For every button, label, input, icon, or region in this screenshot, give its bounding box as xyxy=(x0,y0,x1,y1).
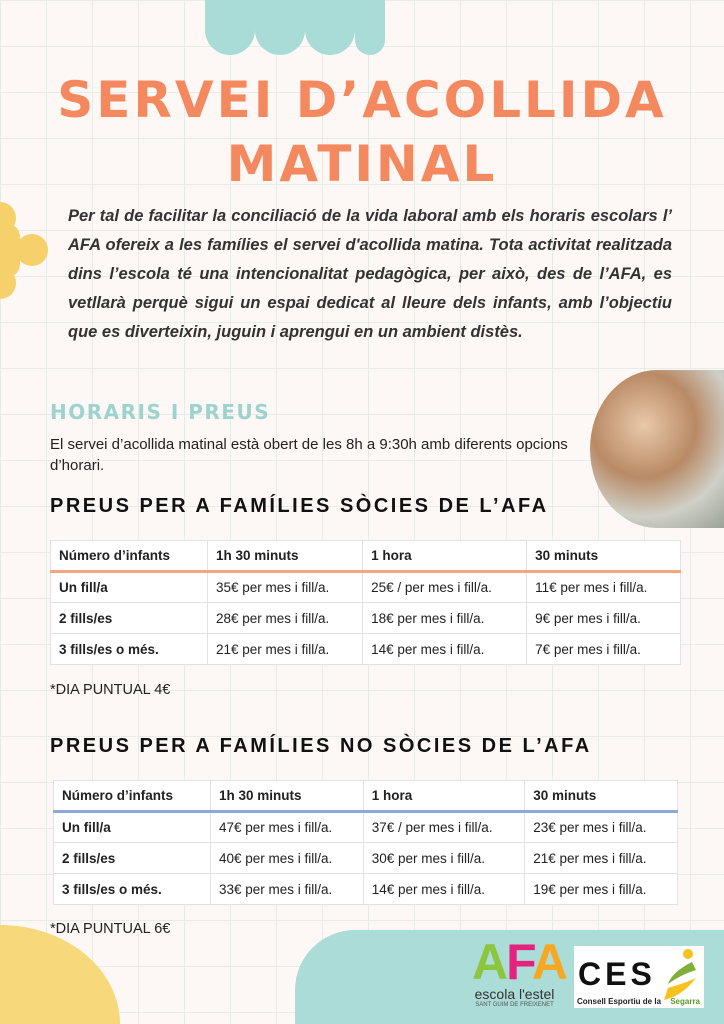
decor-arch xyxy=(255,0,305,55)
table-cell: 2 fills/es xyxy=(53,842,211,874)
table-row: 3 fills/es o més. 21€ per mes i fill/a. 14… xyxy=(50,633,681,665)
table-cell: 18€ per mes i fill/a. xyxy=(362,602,528,634)
table-cell: 37€ / per mes i fill/a. xyxy=(362,811,526,843)
nonmembers-heading: PREUS PER A FAMÍLIES NO SÒCIES DE L’AFA xyxy=(50,735,592,757)
table-row: 3 fills/es o més. 33€ per mes i fill/a. 14… xyxy=(53,873,678,905)
table-cell: 11€ per mes i fill/a. xyxy=(526,571,681,603)
table-cell: 30 minuts xyxy=(526,540,681,573)
table-cell: 21€ per mes i fill/a. xyxy=(524,842,678,874)
children-playing-photo xyxy=(590,370,724,528)
members-note: *DIA PUNTUAL 4€ xyxy=(50,682,171,698)
table-cell: 2 fills/es xyxy=(50,602,208,634)
table-row: 2 fills/es 28€ per mes i fill/a. 18€ per m… xyxy=(50,602,681,634)
table-cell: 14€ per mes i fill/a. xyxy=(362,633,528,665)
intro-paragraph: Per tal de facilitar la conciliació de l… xyxy=(68,207,672,341)
table-cell: 19€ per mes i fill/a. xyxy=(524,873,678,905)
decor-arch xyxy=(355,0,385,55)
page-title: SERVEI D’ACOLLIDA MATINAL xyxy=(0,68,724,196)
table-header-row: Número d’infants 1h 30 minuts 1 hora 30 min… xyxy=(50,540,681,573)
section-intro: El servei d’acollida matinal està obert … xyxy=(50,436,568,474)
table-cell: 33€ per mes i fill/a. xyxy=(210,873,364,905)
table-cell: 21€ per mes i fill/a. xyxy=(206,633,364,665)
table-cell: 28€ per mes i fill/a. xyxy=(206,602,364,634)
table-cell: Número d’infants xyxy=(53,780,211,813)
puzzle-decor-icon xyxy=(0,202,48,299)
table-cell: 40€ per mes i fill/a. xyxy=(210,842,364,874)
ces-logo: CES Consell Esportiu de la Segarra xyxy=(574,946,704,1008)
table-cell: 1 hora xyxy=(362,780,526,813)
table-cell: 47€ per mes i fill/a. xyxy=(210,811,364,843)
table-row: Un fill/a 35€ per mes i fill/a. 25€ / per … xyxy=(50,571,681,603)
decor-arch xyxy=(305,0,355,55)
table-cell: 1h 30 minuts xyxy=(206,540,364,573)
section-title: HORARIS I PREUS xyxy=(50,400,271,424)
table-cell: 30€ per mes i fill/a. xyxy=(362,842,526,874)
table-cell: 25€ / per mes i fill/a. xyxy=(362,571,528,603)
afa-letter: A xyxy=(531,934,568,990)
ces-emblem-icon xyxy=(664,949,696,1000)
ces-logo-name: Consell Esportiu de la xyxy=(577,997,662,1006)
table-cell: Un fill/a xyxy=(53,811,211,843)
title-line-2: MATINAL xyxy=(226,135,498,193)
table-cell: 35€ per mes i fill/a. xyxy=(206,571,364,603)
ces-logo-region: Segarra xyxy=(670,997,700,1006)
afa-letter: F xyxy=(506,934,534,990)
ces-letters: CES xyxy=(578,956,656,992)
nonmembers-note: *DIA PUNTUAL 6€ xyxy=(50,921,171,937)
table-header-row: Número d’infants 1h 30 minuts 1 hora 30 min… xyxy=(53,780,678,813)
nonmembers-price-table: Número d’infants 1h 30 minuts 1 hora 30 min… xyxy=(53,780,678,905)
afa-letter: A xyxy=(472,934,508,990)
table-cell: 30 minuts xyxy=(524,780,678,813)
afa-logo-place: SANT GUIM DE FREIXENET xyxy=(475,1002,554,1008)
title-line-1: SERVEI D’ACOLLIDA xyxy=(57,71,667,129)
table-cell: 23€ per mes i fill/a. xyxy=(524,811,678,843)
table-row: Un fill/a 47€ per mes i fill/a. 37€ / per … xyxy=(53,811,678,843)
members-price-table: Número d’infants 1h 30 minuts 1 hora 30 min… xyxy=(50,540,681,665)
table-row: 2 fills/es 40€ per mes i fill/a. 30€ per m… xyxy=(53,842,678,874)
table-cell: 1h 30 minuts xyxy=(210,780,364,813)
table-cell: 14€ per mes i fill/a. xyxy=(362,873,526,905)
table-cell: 7€ per mes i fill/a. xyxy=(526,633,681,665)
table-cell: 3 fills/es o més. xyxy=(53,873,211,905)
table-cell: 3 fills/es o més. xyxy=(50,633,208,665)
table-cell: Número d’infants xyxy=(50,540,208,573)
table-cell: 1 hora xyxy=(362,540,528,573)
table-cell: Un fill/a xyxy=(50,571,208,603)
members-heading: PREUS PER A FAMÍLIES SÒCIES DE L’AFA xyxy=(50,495,549,517)
afa-logo: AFA escola l'estel SANT GUIM DE FREIXENE… xyxy=(472,937,568,1008)
afa-logo-name: escola l'estel xyxy=(474,986,555,1002)
decor-arch xyxy=(205,0,255,55)
table-cell: 9€ per mes i fill/a. xyxy=(526,602,681,634)
